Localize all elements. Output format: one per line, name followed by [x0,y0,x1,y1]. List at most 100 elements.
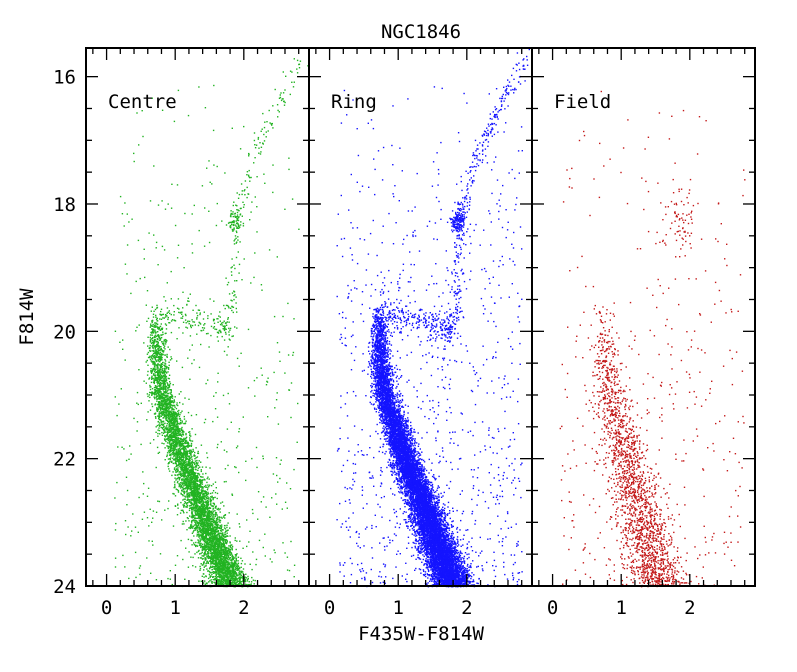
data-point [166,328,167,329]
data-point [220,533,221,534]
data-point [231,547,232,548]
data-point [228,548,229,549]
data-point [221,526,222,527]
data-point [157,324,158,325]
data-point [225,514,226,515]
data-point [164,414,165,415]
data-point [151,311,152,312]
data-point [169,365,170,366]
data-point [177,442,178,443]
data-point [215,516,216,517]
data-point [196,502,197,503]
data-point [219,562,220,563]
data-point [157,331,158,332]
data-point [156,426,157,427]
data-point [157,320,158,321]
data-point [187,447,188,448]
data-point [159,419,160,420]
data-point [214,552,215,553]
data-point [221,544,222,545]
data-point [228,545,229,546]
data-point [161,424,162,425]
data-point [195,490,196,491]
data-point [180,475,181,476]
panel-centre: Centre [86,48,309,587]
data-point [165,342,166,343]
data-point [157,429,158,430]
data-point [152,324,153,325]
data-point [155,348,156,349]
data-point [168,436,169,437]
data-point [195,529,196,530]
data-point [186,461,187,462]
data-point [167,371,168,372]
data-point [214,536,215,537]
data-point [236,549,237,550]
data-point [201,469,202,470]
data-point [185,421,186,422]
data-point [186,454,187,455]
data-point [215,576,216,577]
data-point [168,409,169,410]
data-point [174,405,175,406]
data-point [223,582,224,583]
data-point [172,471,173,472]
data-point [206,516,207,517]
data-point [172,405,173,406]
data-point [220,579,221,580]
data-point [207,484,208,485]
data-point [213,483,214,484]
data-point [161,397,162,398]
data-point [207,477,208,478]
data-point [195,469,196,470]
data-point [247,576,248,577]
data-point [172,458,173,459]
data-point [199,542,200,543]
data-point [195,460,196,461]
data-point [162,381,163,382]
data-point [183,485,184,486]
data-point [194,515,195,516]
data-point [221,533,222,534]
data-point [201,504,202,505]
data-point [208,547,209,548]
data-point [218,548,219,549]
data-point [173,493,174,494]
data-point [207,500,208,501]
data-point [198,451,199,452]
data-point [240,558,241,559]
data-point [163,385,164,386]
data-point [163,429,164,430]
data-point [204,580,205,581]
data-point [183,423,184,424]
data-point [214,504,215,505]
data-point [166,380,167,381]
data-point [221,574,222,575]
data-point [213,511,214,512]
data-point [212,499,213,500]
data-point [226,542,227,543]
data-point [224,532,225,533]
data-point [174,401,175,402]
data-point [164,432,165,433]
data-point [207,489,208,490]
data-point [153,332,154,333]
data-point [225,560,226,561]
data-point [171,462,172,463]
data-point [239,580,240,581]
data-point [178,483,179,484]
data-point [167,407,168,408]
data-point [180,440,181,441]
data-point [151,357,152,358]
data-point [187,496,188,497]
data-point [155,335,156,336]
data-point [187,505,188,506]
data-point [152,362,153,363]
data-point [176,489,177,490]
data-point [157,374,158,375]
data-point [201,581,202,582]
data-point [155,418,156,419]
data-point [174,469,175,470]
data-point [188,481,189,482]
data-point [216,554,217,555]
